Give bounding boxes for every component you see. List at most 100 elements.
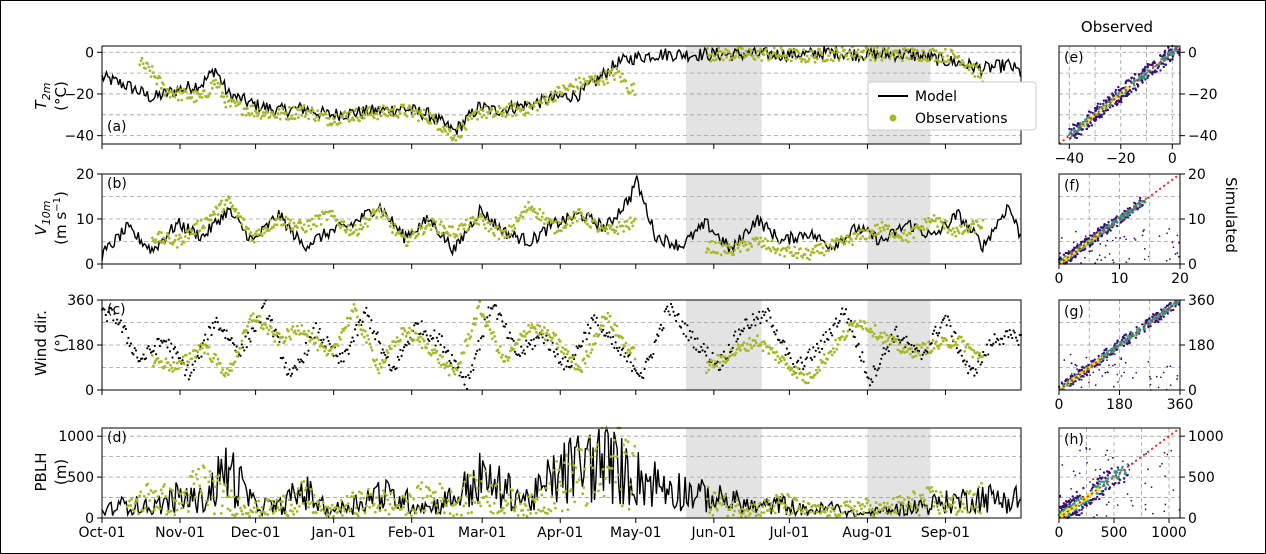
obs-point [163, 483, 166, 486]
obs-point [712, 54, 716, 58]
obs-point [881, 47, 885, 50]
obs-point [744, 49, 748, 53]
obs-point [812, 56, 816, 60]
obs-point [485, 217, 488, 221]
obs-point [285, 225, 289, 229]
obs-point [560, 509, 564, 513]
obs-point [210, 86, 214, 90]
obs-point [183, 235, 187, 238]
obs-point [462, 351, 466, 355]
obs-point [906, 48, 910, 52]
model-point [369, 327, 372, 330]
obs-point [805, 372, 809, 376]
x-tick-label: Sep-01 [921, 525, 970, 541]
obs-point [968, 225, 972, 229]
obs-point [235, 214, 239, 218]
obs-point [510, 225, 513, 229]
obs-point [950, 233, 954, 236]
density-outlier [1074, 256, 1077, 259]
obs-point [741, 343, 745, 347]
obs-point [489, 227, 493, 231]
obs-point [173, 238, 177, 242]
obs-point [743, 509, 747, 512]
obs-point [948, 503, 952, 507]
model-point [318, 327, 321, 331]
obs-point [932, 346, 936, 350]
obs-point [818, 251, 822, 255]
obs-point [913, 48, 917, 52]
obs-point [922, 228, 926, 232]
obs-point [744, 243, 748, 246]
obs-point [469, 473, 472, 477]
model-point [894, 328, 897, 331]
obs-point [180, 360, 184, 364]
obs-point [585, 502, 589, 505]
obs-point [599, 324, 603, 327]
model-point [575, 345, 578, 348]
obs-point [846, 329, 850, 333]
density-point [1066, 380, 1069, 383]
model-point [121, 330, 124, 334]
model-point [638, 374, 641, 378]
obs-point [474, 221, 478, 225]
density-outlier [1123, 235, 1126, 238]
obs-point [409, 106, 412, 109]
obs-point [237, 211, 240, 215]
obs-point [348, 508, 352, 512]
obs-point [443, 366, 447, 370]
density-outlier [1070, 373, 1073, 375]
obs-point [521, 107, 525, 111]
obs-point [212, 356, 215, 360]
density-outlier [1112, 385, 1115, 388]
density-point [1113, 344, 1116, 347]
obs-point [827, 54, 831, 58]
obs-point [624, 341, 628, 345]
model-point [187, 378, 190, 381]
ylabel-b-unit-2: ) [52, 191, 70, 197]
obs-point [826, 357, 830, 361]
obs-point [388, 225, 392, 228]
obs-point [901, 238, 904, 242]
model-point [346, 348, 349, 351]
obs-point [444, 129, 448, 133]
obs-point [288, 335, 291, 339]
obs-point [729, 251, 733, 255]
obs-point [350, 495, 353, 498]
obs-point [456, 227, 460, 231]
obs-point [251, 234, 255, 238]
density-point [1149, 324, 1152, 328]
obs-point [488, 328, 492, 332]
obs-point [286, 514, 290, 518]
obs-point [794, 57, 798, 60]
obs-point [799, 247, 802, 251]
obs-point [969, 504, 973, 508]
obs-point [746, 349, 750, 353]
model-point [690, 336, 693, 339]
model-point [268, 314, 271, 318]
obs-point [497, 351, 501, 355]
model-point [601, 328, 605, 331]
model-point [809, 356, 812, 360]
obs-point [152, 508, 156, 512]
obs-point [286, 217, 290, 221]
obs-point [433, 224, 436, 228]
obs-point [980, 481, 983, 485]
obs-point [936, 225, 939, 229]
obs-point [817, 243, 820, 247]
obs-point [132, 509, 136, 513]
obs-point [431, 351, 435, 355]
obs-point [721, 58, 725, 62]
obs-point [617, 473, 621, 477]
obs-point [530, 205, 534, 209]
model-point [499, 314, 503, 317]
obs-point [532, 498, 536, 501]
density-outlier [1124, 361, 1127, 364]
density-point [1088, 234, 1092, 237]
obs-point [291, 325, 295, 328]
obs-point [523, 335, 527, 338]
obs-point [858, 56, 862, 59]
obs-point [866, 499, 870, 502]
model-point [654, 339, 658, 342]
obs-point [497, 510, 501, 514]
obs-point [599, 482, 603, 486]
